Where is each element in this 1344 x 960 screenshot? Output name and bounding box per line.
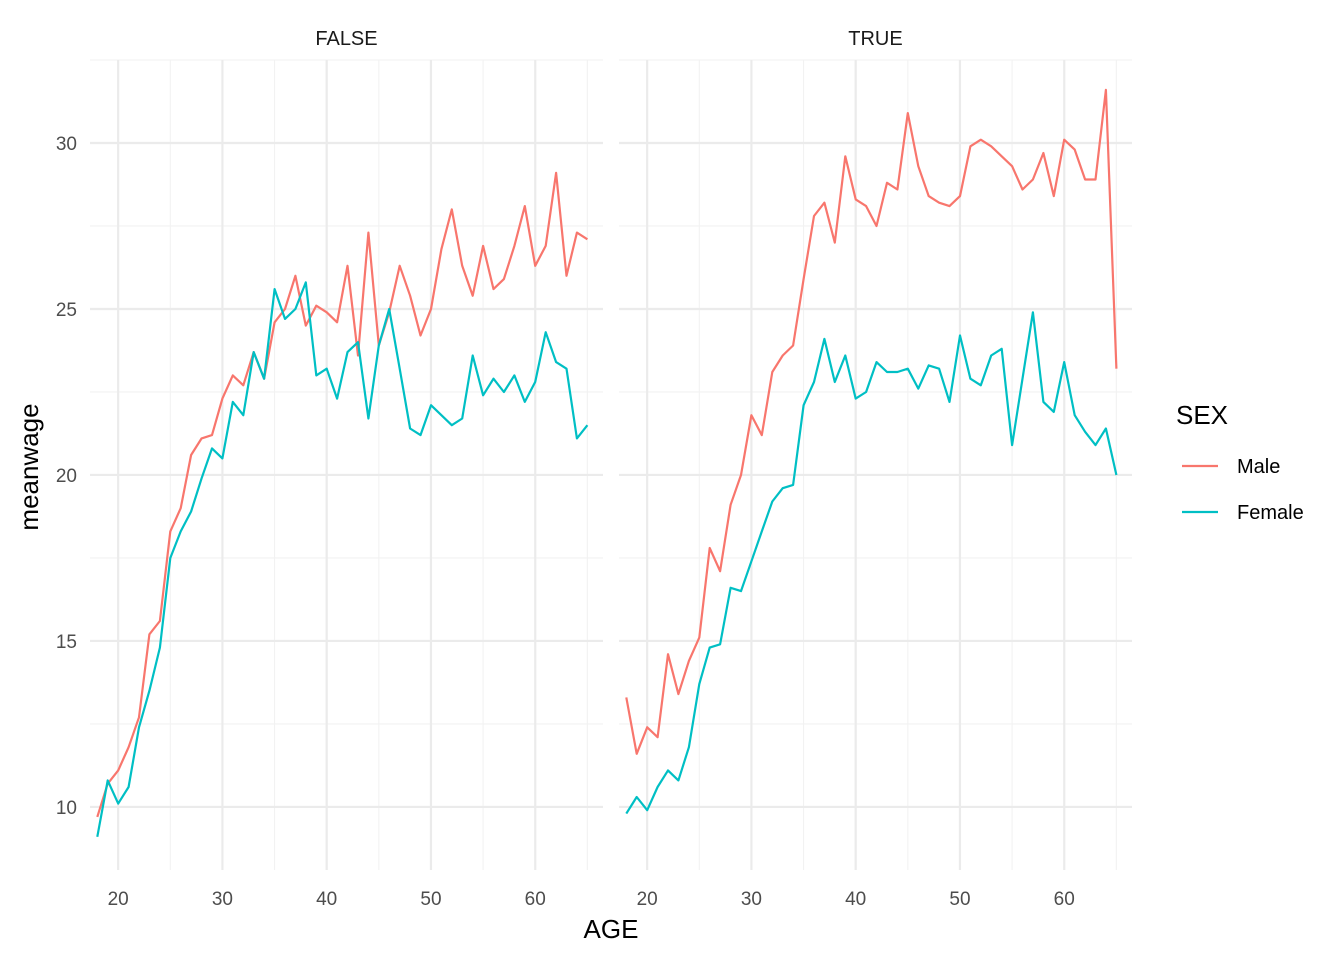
facet-panel: FALSE 20 30 40 50 60 10 15 20 25 30: [56, 28, 603, 910]
y-tick-label: 10: [56, 798, 77, 819]
x-tick-label: 30: [212, 889, 233, 910]
y-tick-label: 15: [56, 632, 77, 653]
x-tick-label: 40: [316, 889, 337, 910]
x-axis-title: AGE: [584, 914, 639, 944]
x-tick-label: 60: [1054, 889, 1075, 910]
legend-label-male: Male: [1237, 456, 1280, 478]
series-line-female: [96, 281, 589, 837]
series-line-male: [96, 171, 588, 818]
x-tick-label: 30: [741, 889, 762, 910]
legend: SEX Male Female: [1176, 400, 1304, 524]
facet-strip-label: FALSE: [315, 28, 377, 50]
facet-panel: TRUE 20 30 40 50 60: [619, 28, 1132, 910]
y-tick-label: 25: [56, 300, 77, 321]
series-line-female: [625, 311, 1118, 815]
x-tick-label: 20: [108, 889, 129, 910]
series-line-male: [625, 88, 1118, 755]
legend-label-female: Female: [1237, 502, 1304, 524]
facet-strip-label: TRUE: [848, 28, 902, 50]
facet-panels: FALSE 20 30 40 50 60 10 15 20 25 30 TRUE 20 30 40 50 60: [56, 28, 1132, 910]
x-tick-label: 60: [525, 889, 546, 910]
x-tick-label: 40: [845, 889, 866, 910]
y-tick-label: 30: [56, 134, 77, 155]
legend-title: SEX: [1176, 400, 1228, 430]
y-tick-label: 20: [56, 466, 77, 487]
x-tick-label: 20: [637, 889, 658, 910]
y-axis-title: meanwage: [14, 403, 44, 530]
x-tick-label: 50: [420, 889, 441, 910]
x-tick-label: 50: [949, 889, 970, 910]
